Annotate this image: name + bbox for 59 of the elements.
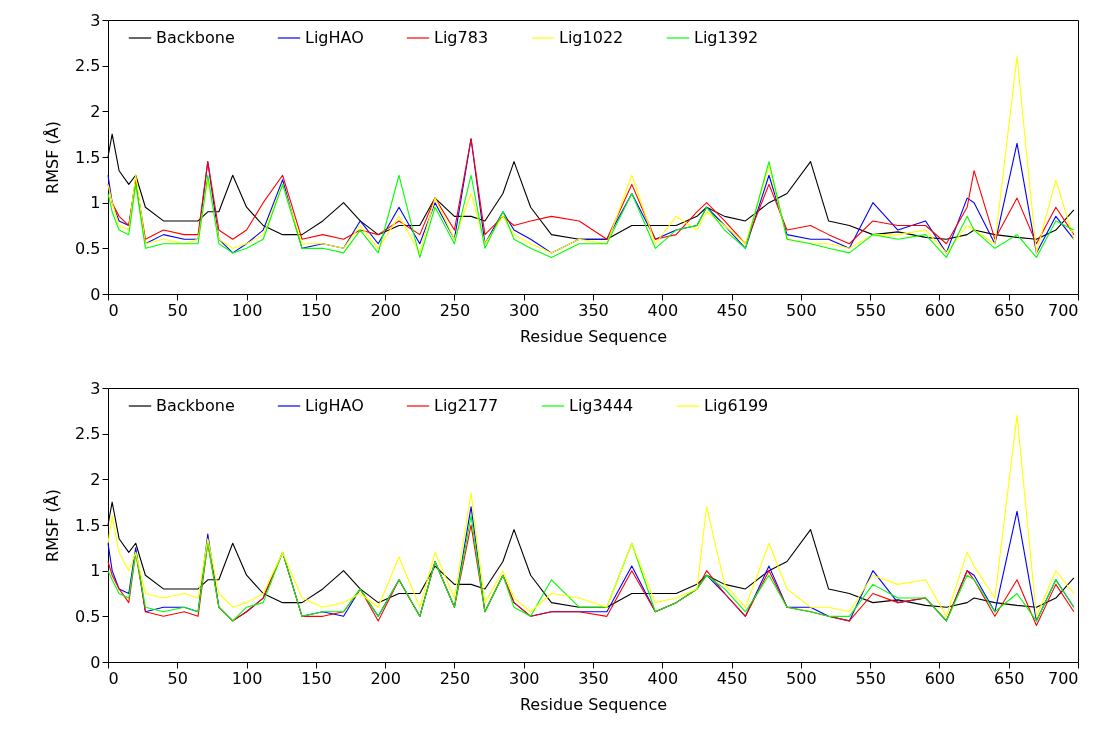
x-tick-label: 700 [1047,300,1079,320]
y-tick-label: 0 [90,652,101,672]
x-tick-label: 50 [167,300,188,320]
x-tick-label: 100 [231,300,263,320]
x-tick-label: 350 [578,668,609,688]
x-tick-label: 400 [647,300,679,320]
y-tick-label: 2 [90,469,101,489]
x-tick-label: 0 [108,300,119,320]
legend-label: LigHAO [305,396,364,415]
x-tick-label: 400 [647,668,679,688]
y-axis-title: RMSF (Å) [43,121,63,194]
legend-label: Lig1392 [694,28,759,47]
legend-label: Lig783 [434,28,489,47]
x-tick-label: 50 [167,668,188,688]
x-axis-title: Residue Sequence [519,326,668,346]
y-axis-title: RMSF (Å) [43,489,63,562]
x-tick-label: 300 [508,300,540,320]
x-tick-label: 350 [578,300,609,320]
x-tick-label: 200 [370,668,401,688]
x-tick-label: 650 [993,668,1025,688]
x-tick-label: 300 [508,668,540,688]
y-tick-label: 2.5 [75,56,101,76]
x-tick-label: 450 [716,668,748,688]
y-tick-label: 1 [90,193,101,213]
x-tick-label: 500 [786,300,817,320]
legend-label: LigHAO [305,28,364,47]
y-tick-label: 3 [90,378,101,398]
x-tick-label: 500 [786,668,817,688]
x-tick-label: 0 [108,668,119,688]
x-tick-label: 700 [1047,668,1079,688]
y-tick-label: 0.5 [75,238,101,258]
y-tick-label: 0.5 [75,606,101,626]
line-series [107,161,1075,259]
legend-label: Lig1022 [559,28,624,47]
x-tick-label: 600 [924,300,956,320]
y-tick-label: 0 [90,284,101,304]
legend-label: Backbone [156,396,235,415]
x-tick-label: 200 [370,300,401,320]
x-tick-label: 550 [855,300,886,320]
legend-label: Lig6199 [704,396,769,415]
x-tick-label: 100 [231,668,263,688]
legend-label: Lig2177 [434,396,499,415]
x-tick-label: 550 [855,668,886,688]
x-axis-title: Residue Sequence [519,694,668,714]
y-tick-label: 2.5 [75,424,101,444]
x-tick-label: 150 [301,668,332,688]
y-tick-label: 1.5 [75,515,101,535]
y-tick-label: 1 [90,561,101,581]
x-tick-label: 250 [439,300,471,320]
x-tick-label: 600 [924,668,956,688]
x-tick-label: 150 [301,300,332,320]
legend-label: Backbone [156,28,235,47]
y-tick-label: 1.5 [75,147,101,167]
legend-label: Lig3444 [569,396,634,415]
x-tick-label: 450 [716,300,748,320]
x-tick-label: 250 [439,668,471,688]
y-tick-label: 2 [90,101,101,121]
x-tick-label: 650 [993,300,1025,320]
y-tick-label: 3 [90,10,101,30]
